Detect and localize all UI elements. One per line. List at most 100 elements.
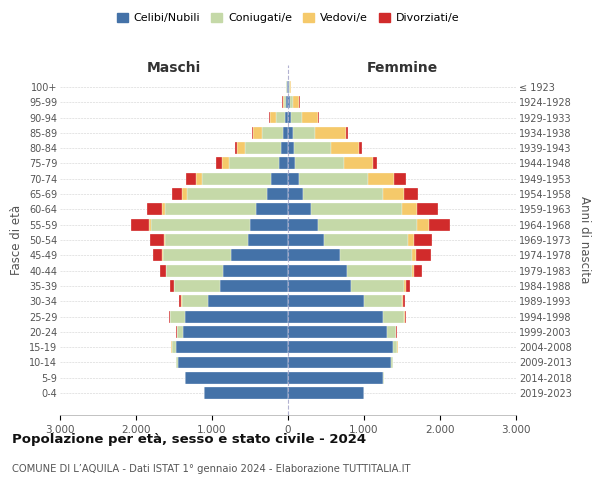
Bar [287,81,288,93]
Bar [235,142,237,154]
Bar [182,296,208,307]
Bar [166,264,223,276]
Bar [170,310,185,322]
Bar [303,188,383,200]
Bar [187,188,267,200]
Bar [202,173,271,184]
Bar [286,96,288,108]
Bar [288,112,291,124]
Bar [428,218,450,230]
Bar [174,280,220,292]
Bar [245,142,281,154]
Bar [302,112,317,124]
Bar [317,112,319,124]
Bar [270,112,276,124]
Bar [340,250,412,262]
Bar [299,173,368,184]
Bar [172,188,182,200]
Bar [237,142,245,154]
Bar [316,127,346,139]
Bar [387,326,396,338]
Bar [404,188,418,200]
Bar [293,96,299,108]
Bar [146,204,162,216]
Bar [150,234,164,246]
Bar [331,142,359,154]
Bar [414,264,422,276]
Bar [417,218,428,230]
Bar [288,326,387,338]
Bar [288,127,293,139]
Bar [288,173,299,184]
Bar [393,341,397,353]
Bar [406,280,410,292]
Bar [216,158,222,170]
Bar [176,356,178,368]
Bar [288,81,289,93]
Bar [290,96,293,108]
Bar [347,264,412,276]
Bar [288,280,351,292]
Bar [256,204,288,216]
Bar [253,127,262,139]
Bar [291,112,302,124]
Bar [288,158,295,170]
Bar [295,158,344,170]
Bar [368,173,394,184]
Bar [283,127,288,139]
Bar [344,158,373,170]
Bar [394,173,406,184]
Bar [223,264,288,276]
Bar [288,204,311,216]
Bar [160,264,166,276]
Bar [163,250,231,262]
Bar [279,158,288,170]
Bar [285,112,288,124]
Bar [170,280,173,292]
Bar [231,250,288,262]
Bar [311,204,402,216]
Bar [179,296,181,307]
Bar [346,127,348,139]
Bar [351,280,404,292]
Bar [288,387,364,399]
Bar [165,234,248,246]
Bar [178,356,288,368]
Bar [288,188,303,200]
Bar [288,234,325,246]
Y-axis label: Anni di nascita: Anni di nascita [578,196,591,284]
Bar [293,127,316,139]
Bar [286,81,287,93]
Bar [288,218,319,230]
Bar [294,142,331,154]
Bar [383,372,384,384]
Bar [288,264,347,276]
Bar [162,250,163,262]
Bar [153,250,162,262]
Bar [248,234,288,246]
Text: Maschi: Maschi [147,60,201,74]
Bar [402,204,417,216]
Bar [325,234,408,246]
Bar [220,280,288,292]
Bar [412,264,414,276]
Text: Femmine: Femmine [367,60,437,74]
Bar [404,280,406,292]
Bar [177,326,183,338]
Bar [383,310,404,322]
Bar [288,142,294,154]
Bar [404,310,406,322]
Bar [373,158,377,170]
Bar [229,158,279,170]
Bar [269,112,270,124]
Bar [267,188,288,200]
Bar [290,81,291,93]
Bar [276,112,285,124]
Bar [262,127,283,139]
Bar [251,127,253,139]
Bar [271,173,288,184]
Bar [222,158,229,170]
Bar [288,296,364,307]
Legend: Celibi/Nubili, Coniugati/e, Vedovi/e, Divorziati/e: Celibi/Nubili, Coniugati/e, Vedovi/e, Di… [112,8,464,28]
Bar [383,188,404,200]
